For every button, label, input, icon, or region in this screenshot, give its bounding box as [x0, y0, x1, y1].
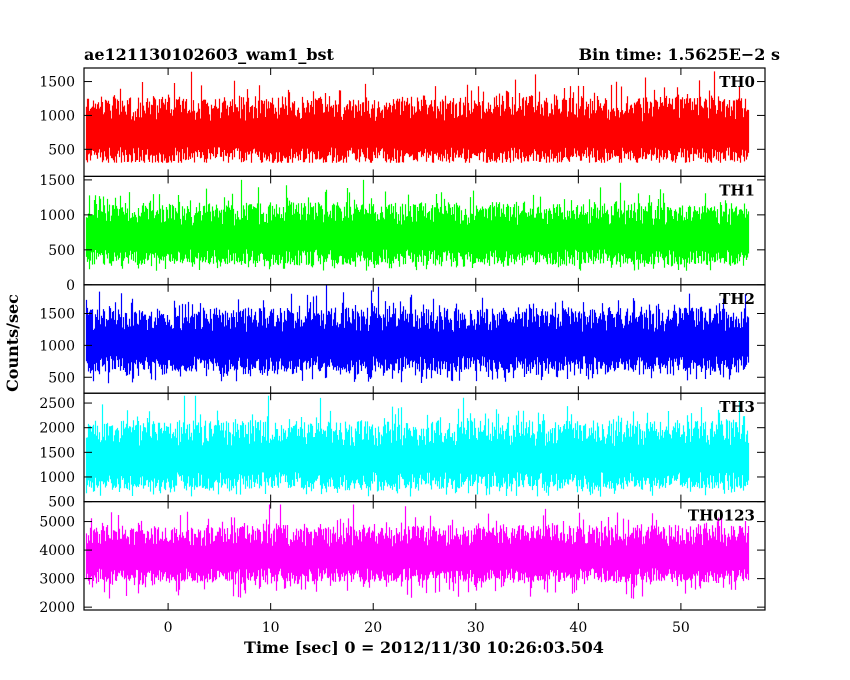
panel-label: TH0123 [688, 507, 755, 525]
series-th2 [85, 285, 750, 384]
y-tick-label: 1500 [39, 75, 75, 91]
x-axis-label: Time [sec] 0 = 2012/11/30 10:26:03.504 [244, 638, 604, 657]
y-tick-label: 1000 [39, 208, 75, 224]
chart-title: ae121130102603_wam1_bst [84, 45, 335, 64]
x-tick-label: 40 [569, 620, 587, 636]
panel-label: TH0 [719, 73, 755, 91]
panel-label: TH1 [719, 181, 755, 199]
y-tick-label: 3000 [39, 572, 75, 588]
y-tick-label: 4000 [39, 543, 75, 559]
x-tick-label: 30 [467, 620, 485, 636]
x-tick-label: 0 [164, 620, 173, 636]
y-tick-label: 1500 [39, 445, 75, 461]
panel-th0123: 2000 3000 4000 5000 TH0123 [39, 501, 766, 616]
y-tick-label: 500 [48, 243, 75, 259]
x-tick-label: 20 [364, 620, 382, 636]
y-tick-label: 2000 [39, 421, 75, 437]
bin-time-label: Bin time: 1.5625E−2 s [579, 45, 780, 64]
y-tick-label: 1000 [39, 338, 75, 354]
y-axis-label: Counts/sec [3, 294, 22, 392]
panel-label: TH2 [719, 290, 755, 308]
series-th3 [85, 395, 750, 497]
y-tick-label: 500 [48, 495, 75, 511]
y-tick-label: 1000 [39, 108, 75, 124]
panel-th2: 500 1000 1500 TH2 [39, 284, 766, 394]
y-tick-label: 0 [66, 278, 75, 294]
y-tick-label: 2500 [39, 396, 75, 412]
panel-th0: 500 1000 1500 TH0 [39, 67, 766, 178]
panel-label: TH3 [719, 398, 755, 416]
panel-frame [83, 501, 766, 611]
x-tick-label: 10 [262, 620, 280, 636]
series-th1 [85, 179, 750, 271]
y-tick-label: 1500 [39, 306, 75, 322]
y-tick-label: 5000 [39, 515, 75, 531]
y-tick-label: 500 [48, 370, 75, 386]
series-th0 [85, 71, 750, 163]
series-th0123 [85, 504, 750, 599]
y-tick-label: 500 [48, 142, 75, 158]
panel-th3: 500 1000 1500 2000 2500 TH3 [39, 392, 766, 511]
y-tick-label: 1500 [39, 173, 75, 189]
x-tick-label: 50 [672, 620, 690, 636]
y-tick-label: 2000 [39, 600, 75, 616]
panel-th1: 0 500 1000 1500 TH1 [39, 173, 766, 294]
y-tick-label: 1000 [39, 470, 75, 486]
